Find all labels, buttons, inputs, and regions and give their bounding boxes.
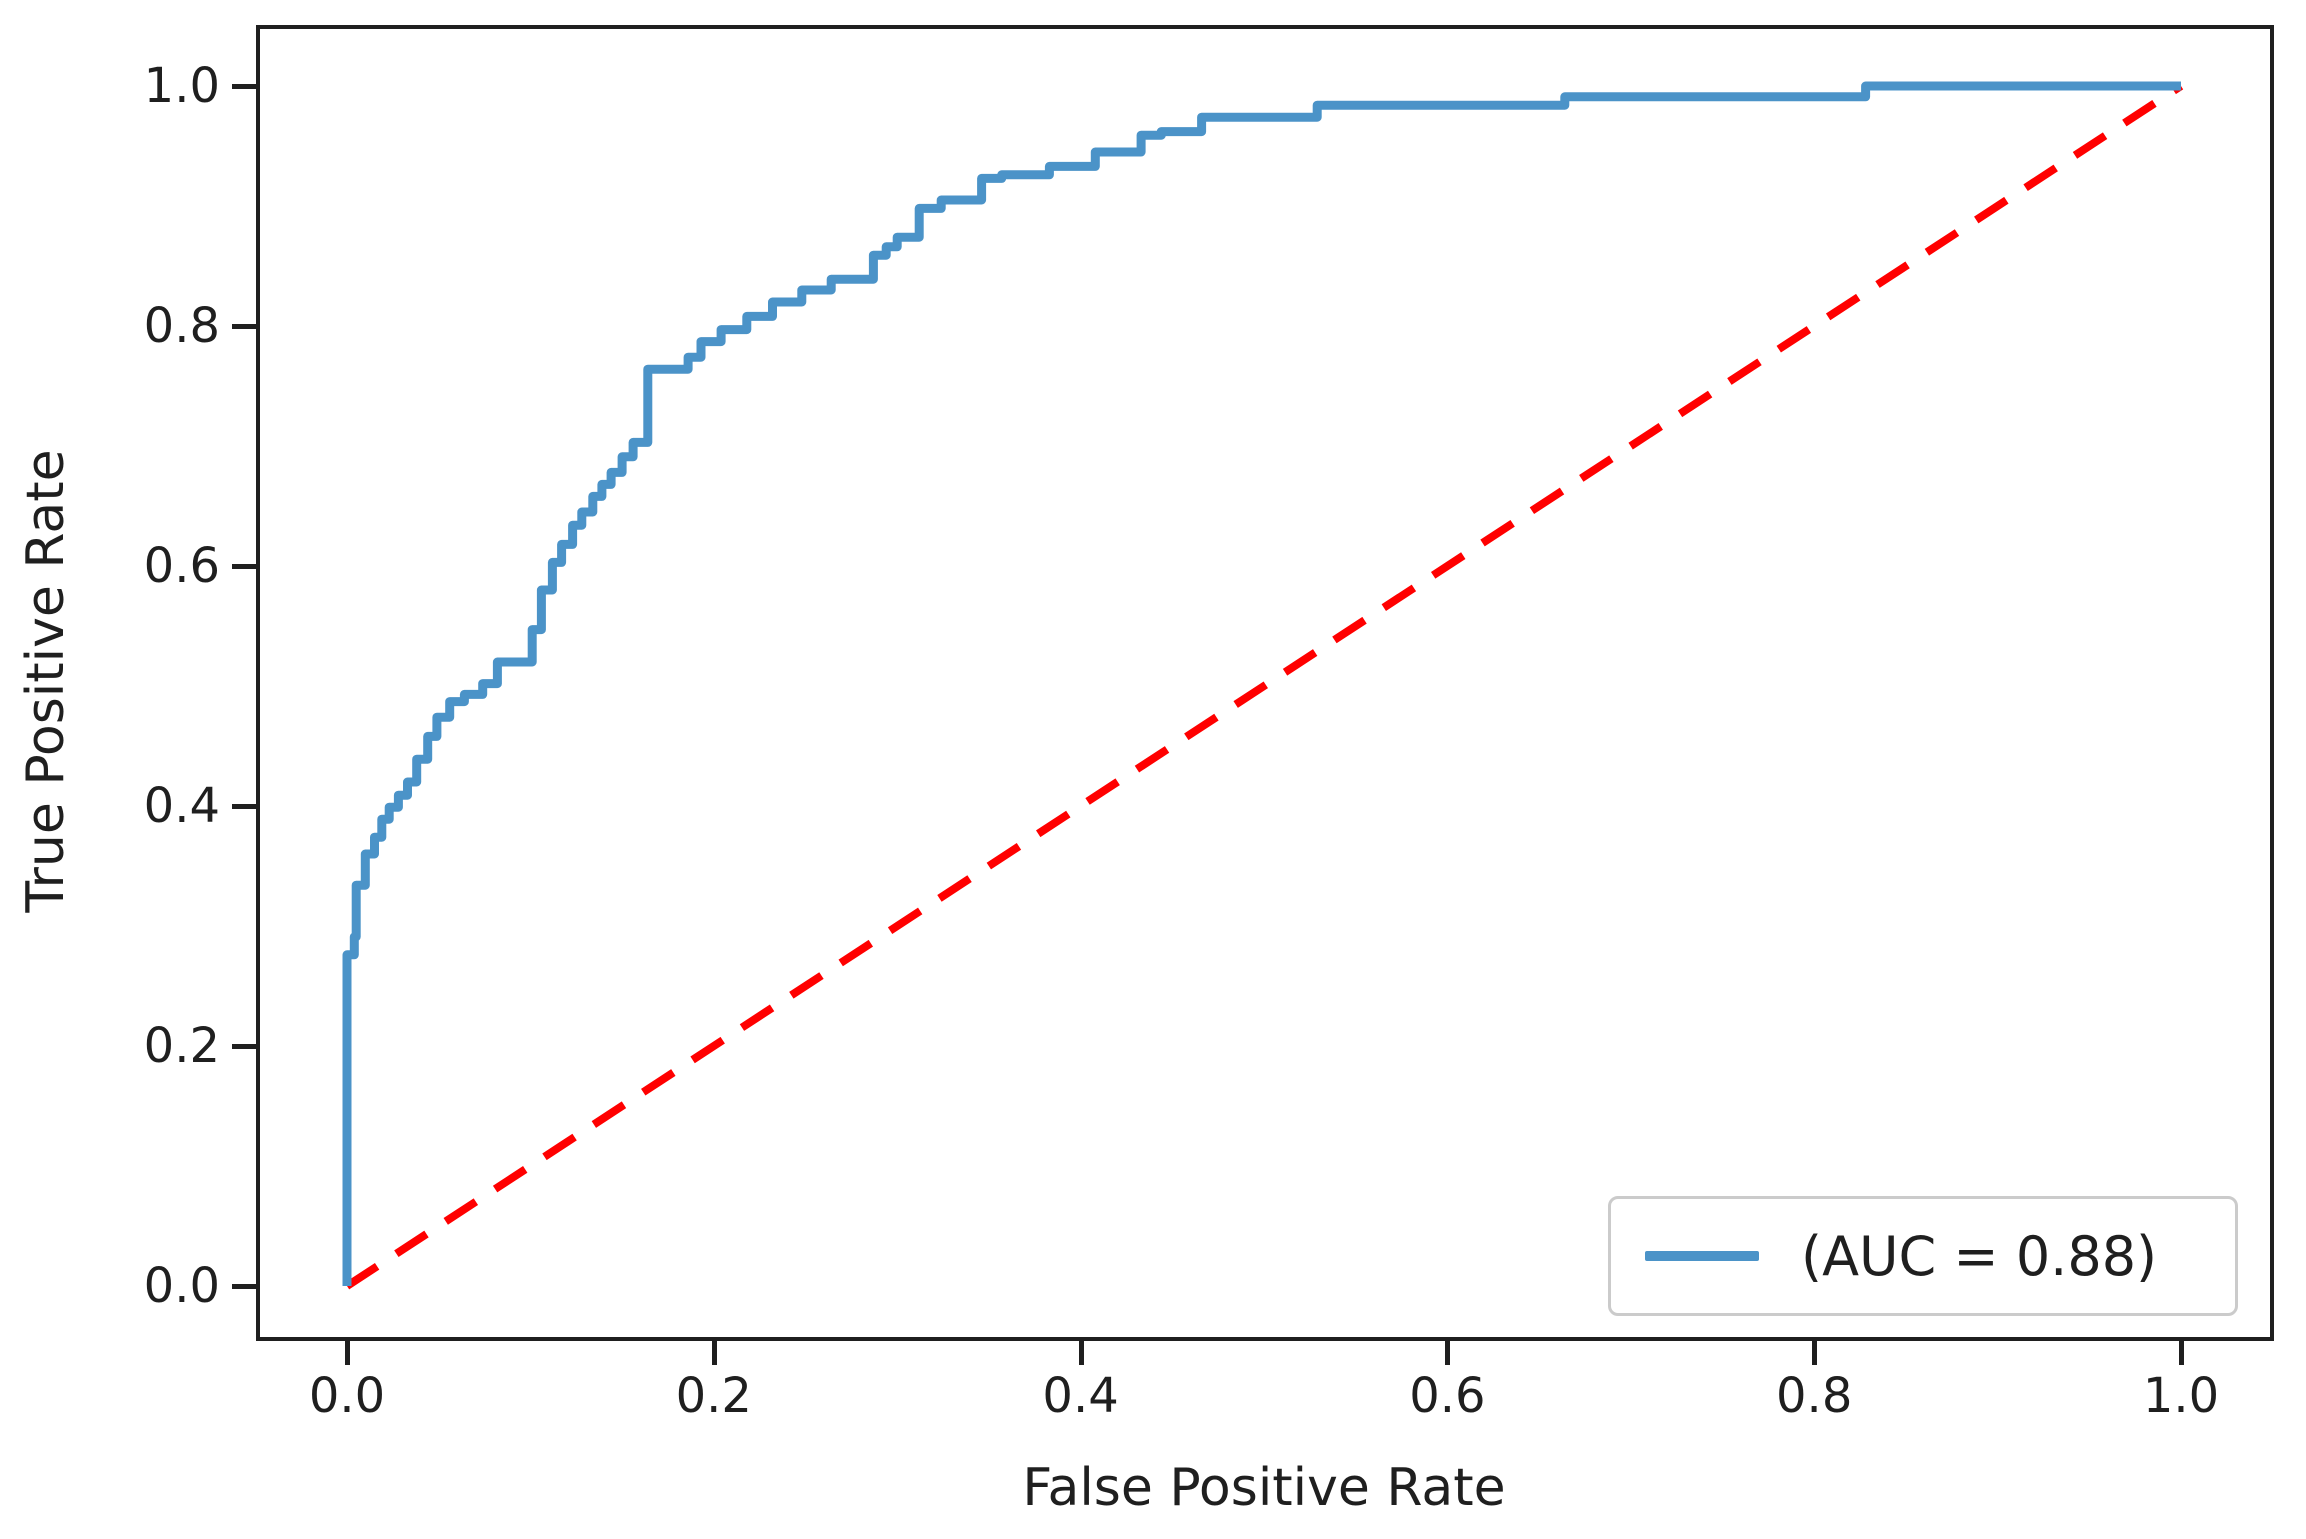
x-axis-label: False Positive Rate (1022, 1458, 1506, 1518)
legend: (AUC = 0.88) (1608, 1196, 2238, 1316)
x-tick-label: 0.0 (308, 1368, 386, 1424)
x-tick-mark (345, 1341, 350, 1365)
y-tick-mark (232, 324, 256, 329)
roc-curve-line (342, 81, 2181, 1286)
y-tick-label: 0.6 (143, 538, 220, 594)
y-tick-label: 0.0 (143, 1258, 220, 1314)
y-tick-mark (232, 84, 256, 89)
y-tick-label: 0.2 (143, 1018, 220, 1074)
x-tick-label: 0.2 (675, 1368, 752, 1424)
x-tick-mark (1812, 1341, 1818, 1365)
y-axis-label: True Positive Rate (16, 449, 76, 913)
y-tick-mark (232, 1044, 256, 1049)
legend-label: (AUC = 0.88) (1801, 1224, 2158, 1288)
y-tick-mark (232, 564, 256, 569)
y-tick-label: 1.0 (143, 58, 220, 114)
x-tick-mark (1078, 1341, 1084, 1365)
x-tick-mark (1445, 1341, 1451, 1365)
x-tick-mark (711, 1341, 717, 1365)
y-tick-mark (232, 1284, 256, 1289)
y-tick-label: 0.8 (143, 298, 220, 354)
y-tick-label: 0.4 (143, 778, 220, 834)
x-tick-label: 0.8 (1776, 1368, 1853, 1424)
x-tick-label: 0.6 (1409, 1368, 1486, 1424)
chance-diagonal-line (344, 82, 2184, 1290)
x-tick-mark (2179, 1341, 2184, 1365)
y-tick-mark (232, 804, 256, 809)
legend-line-swatch (1645, 1251, 1759, 1261)
x-tick-label: 1.0 (2142, 1368, 2220, 1424)
x-tick-label: 0.4 (1042, 1368, 1119, 1424)
